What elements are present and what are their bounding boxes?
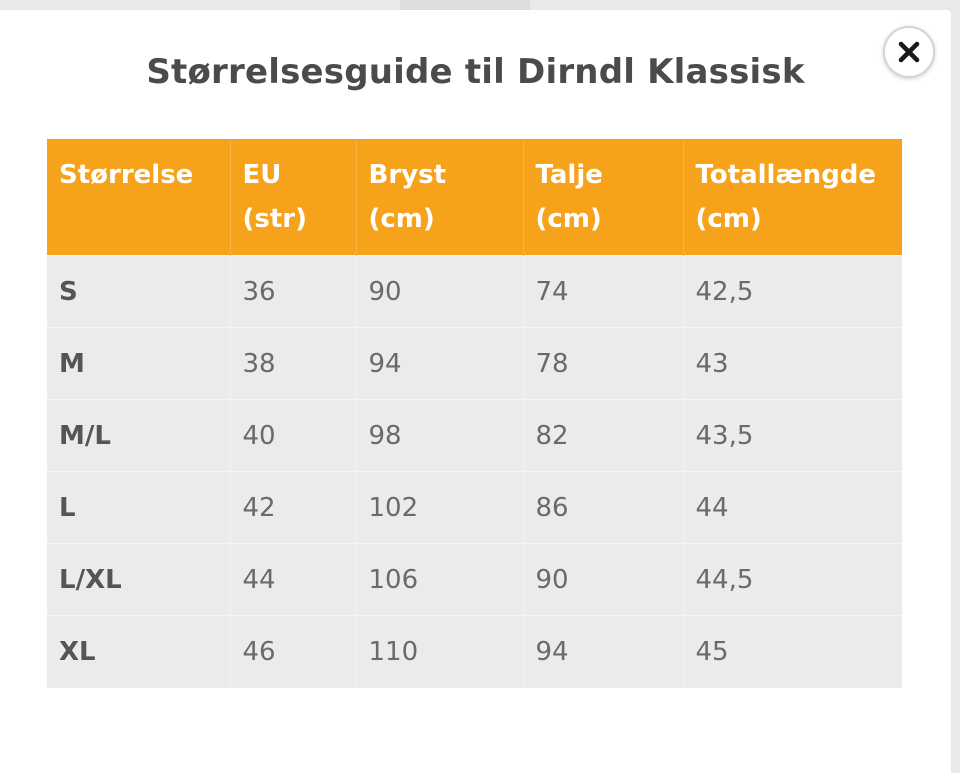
bust-cell: 94 (356, 327, 524, 400)
modal-title: Størrelsesguide til Dirndl Klassisk (146, 52, 805, 92)
table-row: M/L 40 98 82 43,5 (47, 399, 902, 472)
column-header-label: Størrelse (59, 160, 194, 190)
size-cell: M (47, 327, 231, 400)
size-cell: M/L (47, 399, 231, 472)
column-header-total-length: Totallængde (cm) (683, 139, 902, 256)
column-header-size: Størrelse (47, 139, 231, 256)
total-length-cell: 43,5 (683, 399, 902, 472)
table-row: L 42 102 86 44 (47, 471, 902, 544)
waist-cell: 90 (523, 543, 684, 616)
total-length-cell: 45 (683, 615, 902, 688)
bust-cell: 110 (356, 615, 524, 688)
column-header-waist: Talje (cm) (523, 139, 684, 256)
table-row: L/XL 44 106 90 44,5 (47, 543, 902, 616)
eu-cell: 42 (230, 471, 357, 544)
bust-cell: 90 (356, 255, 524, 328)
size-cell: L (47, 471, 231, 544)
column-header-label: Bryst (368, 160, 447, 190)
bust-cell: 102 (356, 471, 524, 544)
size-cell: L/XL (47, 543, 231, 616)
table-row: XL 46 110 94 45 (47, 615, 902, 688)
table-row: M 38 94 78 43 (47, 327, 902, 400)
table-row: S 36 90 74 42,5 (47, 255, 902, 328)
column-header-unit: (cm) (535, 204, 602, 234)
total-length-cell: 44,5 (683, 543, 902, 616)
close-button[interactable] (883, 26, 935, 78)
bust-cell: 106 (356, 543, 524, 616)
column-header-unit: (cm) (695, 204, 762, 234)
size-guide-modal: Størrelsesguide til Dirndl Klassisk Stør… (0, 10, 951, 773)
total-length-cell: 42,5 (683, 255, 902, 328)
size-cell: S (47, 255, 231, 328)
total-length-cell: 43 (683, 327, 902, 400)
waist-cell: 78 (523, 327, 684, 400)
column-header-label: Talje (535, 160, 603, 190)
eu-cell: 44 (230, 543, 357, 616)
column-header-label: EU (242, 160, 282, 190)
eu-cell: 40 (230, 399, 357, 472)
total-length-cell: 44 (683, 471, 902, 544)
column-header-label: Totallængde (695, 160, 877, 190)
column-header-eu: EU (str) (230, 139, 357, 256)
waist-cell: 94 (523, 615, 684, 688)
waist-cell: 74 (523, 255, 684, 328)
eu-cell: 38 (230, 327, 357, 400)
column-header-unit: (str) (242, 204, 308, 234)
size-chart-table: Størrelse EU (str) Bryst (cm) Talje (cm)… (47, 139, 902, 688)
eu-cell: 36 (230, 255, 357, 328)
waist-cell: 86 (523, 471, 684, 544)
waist-cell: 82 (523, 399, 684, 472)
size-cell: XL (47, 615, 231, 688)
column-header-bust: Bryst (cm) (356, 139, 524, 256)
close-icon (898, 41, 920, 63)
bust-cell: 98 (356, 399, 524, 472)
table-header-row: Størrelse EU (str) Bryst (cm) Talje (cm)… (47, 139, 902, 256)
eu-cell: 46 (230, 615, 357, 688)
column-header-unit: (cm) (368, 204, 435, 234)
